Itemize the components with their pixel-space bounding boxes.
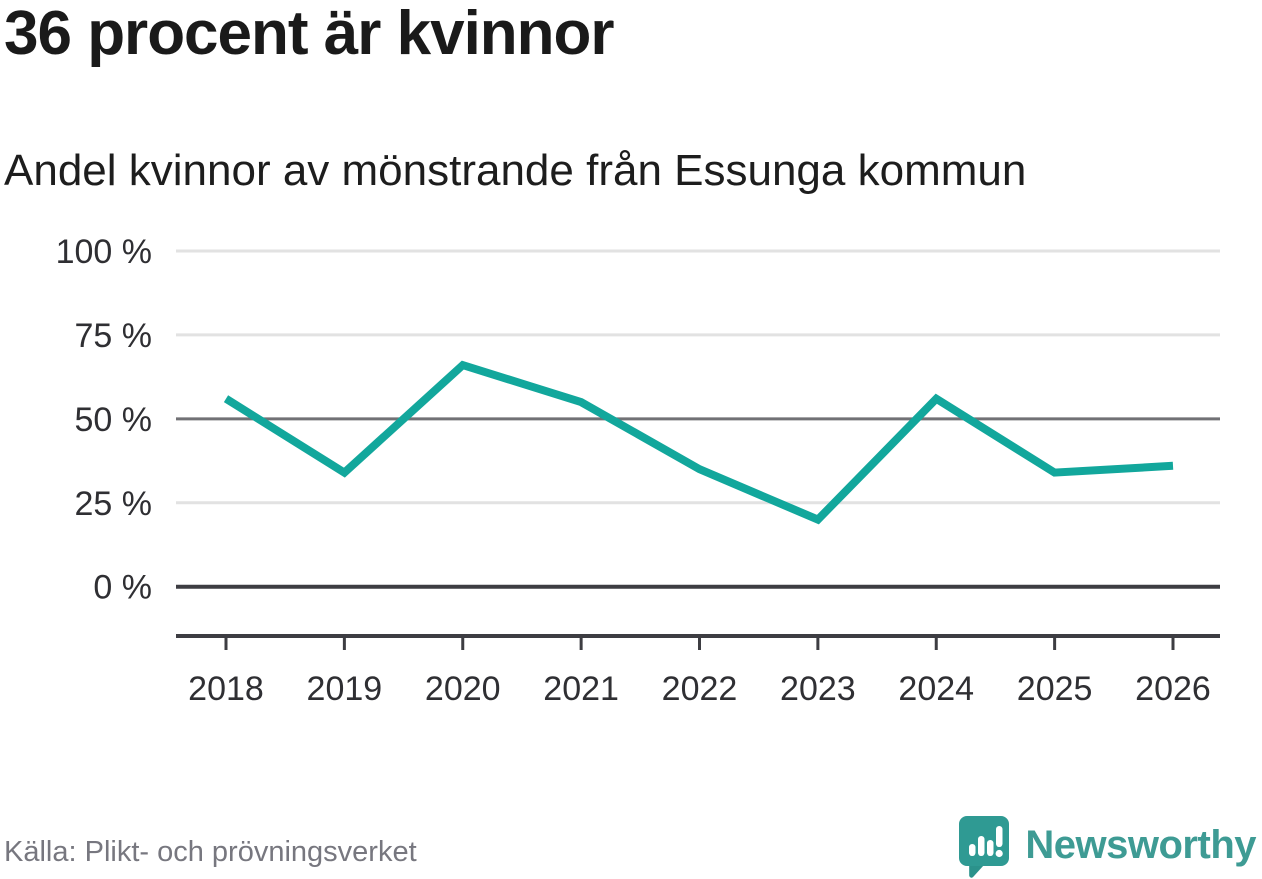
y-axis-label-75: 75 % [75, 317, 153, 355]
source-caption: Källa: Plikt- och prövningsverket [4, 836, 417, 868]
x-axis-label-2026: 2026 [1135, 670, 1211, 708]
y-axis-label-50: 50 % [75, 401, 153, 439]
speech-bubble-tail-shade [969, 866, 984, 878]
x-axis-label-2023: 2023 [780, 670, 856, 708]
chart-subtitle: Andel kvinnor av mönstrande från Essunga… [4, 146, 1027, 195]
x-axis-label-2018: 2018 [188, 670, 264, 708]
x-axis-label-2019: 2019 [307, 670, 383, 708]
brand-lockup: Newsworthy [957, 812, 1256, 878]
brand-name: Newsworthy [1025, 823, 1256, 867]
newsworthy-speech-bubble-barchart-icon [959, 816, 1010, 878]
data-line-andel-kvinnor [223, 360, 1174, 525]
logo-bar-2 [978, 836, 985, 856]
chart-title: 36 procent är kvinnor [4, 0, 615, 68]
y-axis-label-100: 100 % [56, 233, 152, 271]
logo-exclamation-stem [996, 826, 1003, 847]
logo-exclamation-dot [995, 849, 1004, 858]
x-axis-label-2022: 2022 [662, 670, 738, 708]
logo-bar-3 [987, 840, 994, 856]
x-axis-label-2020: 2020 [425, 670, 501, 708]
y-axis-label-0: 0 % [93, 569, 152, 607]
y-axis-label-25: 25 % [75, 485, 153, 523]
x-axis-label-2025: 2025 [1017, 670, 1093, 708]
x-axis-label-2024: 2024 [898, 670, 974, 708]
logo-bar-1 [969, 844, 976, 856]
x-axis-label-2021: 2021 [543, 670, 619, 708]
